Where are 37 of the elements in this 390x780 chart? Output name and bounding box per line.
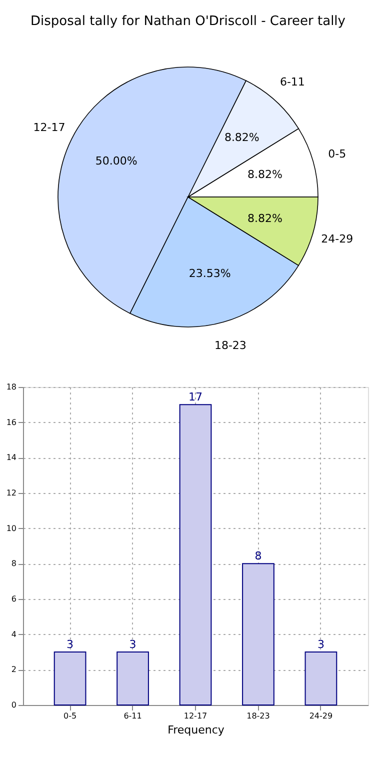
x-tick-label: 6-11: [124, 712, 142, 720]
data-label: 8.82%: [247, 212, 282, 225]
data-label: 8: [254, 550, 262, 563]
data-label: 17: [188, 390, 202, 404]
y-tick-label: 4: [11, 630, 16, 639]
data-label: 3: [66, 638, 74, 651]
data-label: 50.00%: [95, 154, 138, 168]
slice-label: 24-29: [321, 232, 354, 246]
chart-title: Disposal tally for Nathan O'Driscoll - Career tally: [30, 14, 346, 29]
y-tick-label: 14: [6, 453, 16, 462]
y-tick-label: 12: [6, 488, 16, 498]
data-label: 8.82%: [247, 168, 282, 182]
bar: [304, 652, 338, 706]
y-tick-label: 2: [11, 665, 16, 674]
slice-label: 12-17: [33, 120, 66, 134]
x-tick-label: 18-23: [246, 712, 270, 720]
bar: [179, 404, 212, 706]
y-tick-label: 18: [6, 382, 16, 392]
slice-label: 6-11: [280, 75, 305, 88]
x-tick-label: 0-5: [64, 712, 77, 720]
x-tick-label: 12-17: [184, 712, 208, 720]
y-tick-label: 10: [6, 524, 16, 533]
x-axis-title: Frequency: [168, 724, 225, 736]
data-label: 23.53%: [188, 266, 231, 280]
y-tick-label: 16: [6, 418, 16, 427]
data-label: 3: [129, 638, 136, 651]
y-tick-label: 6: [11, 594, 16, 604]
bar: [242, 563, 274, 706]
x-tick-label: 24-29: [309, 712, 333, 720]
data-label: 3: [317, 638, 324, 651]
slice-label: 0-5: [328, 148, 346, 161]
y-tick-label: 8: [11, 559, 16, 568]
slice-label: 18-23: [214, 339, 246, 352]
y-tick-label: 0: [11, 700, 16, 710]
data-label: 8.82%: [224, 130, 260, 144]
bar: [116, 652, 149, 706]
bar: [54, 652, 86, 706]
